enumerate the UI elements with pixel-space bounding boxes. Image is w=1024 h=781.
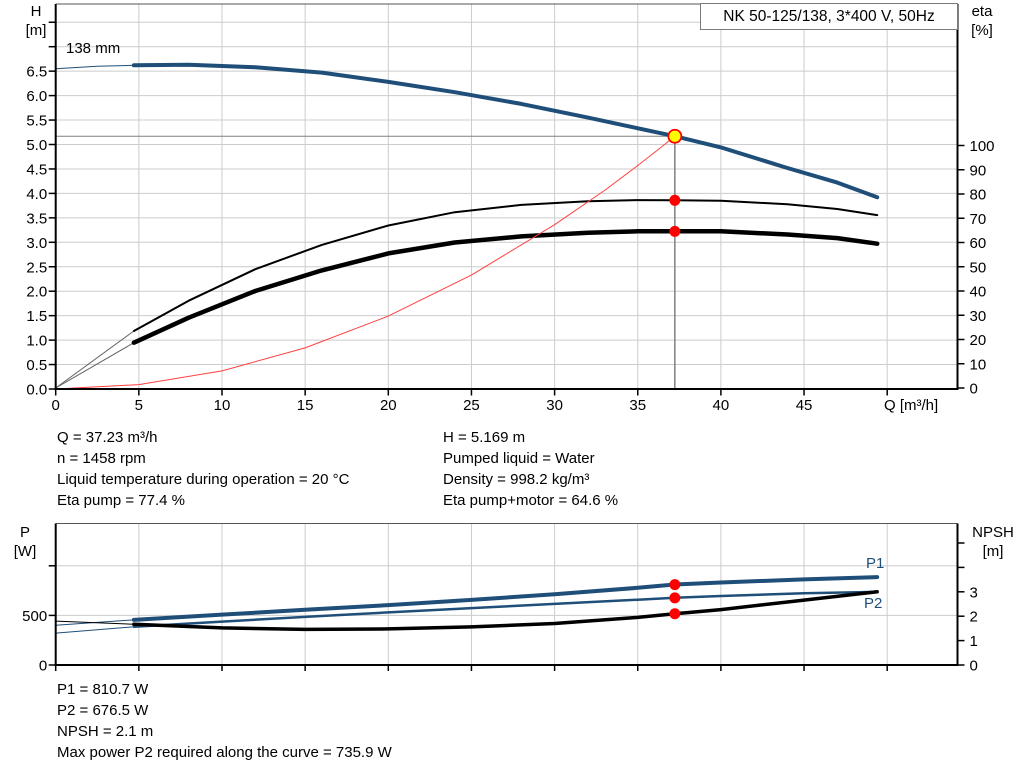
tick-label: 500: [22, 608, 47, 625]
duty-point-marker[interactable]: [667, 128, 683, 144]
result-max-power: Max power P2 required along the curve = …: [57, 744, 392, 761]
eta-pump-motor-curve: [131, 229, 880, 345]
p-axis-title-symbol: P: [19, 524, 30, 541]
tick-label: 50: [970, 259, 987, 276]
p-axis-title-unit: [W]: [13, 543, 37, 560]
result-npsh: NPSH = 2.1 m: [57, 723, 154, 740]
p1-duty-dot: [669, 579, 681, 591]
duty-info-right-column: H = 5.169 m Pumped liquid = Water Densit…: [443, 427, 618, 511]
impeller-diameter-label: 138 mm: [66, 40, 121, 57]
q-axis-title: Q [m³/h]: [884, 397, 939, 414]
tick-label: 40: [970, 284, 987, 301]
tick-label: 10: [214, 397, 231, 414]
tick-label: 3.5: [26, 210, 47, 227]
tick-label: 2.0: [26, 284, 47, 301]
h-axis-title-unit: [m]: [25, 22, 47, 39]
tick-label: 6.5: [26, 64, 47, 81]
tick-label: 35: [629, 397, 646, 414]
npsh-axis-title: NPSH [m]: [964, 523, 1022, 561]
tick-label: 40: [713, 397, 730, 414]
tick-label: 30: [546, 397, 563, 414]
duty-info-left-column: Q = 37.23 m³/h n = 1458 rpm Liquid tempe…: [57, 427, 349, 511]
eta-pump-lead: [55, 330, 135, 389]
tick-label: 90: [970, 162, 987, 179]
tick-label: 60: [970, 235, 987, 252]
info-pumped-liquid: Pumped liquid = Water: [443, 450, 595, 467]
tick-label: 30: [970, 308, 987, 325]
tick-label: 20: [970, 332, 987, 349]
tick-label: 1.0: [26, 333, 47, 350]
eta-pump-motor-duty-dot: [669, 225, 681, 237]
tick-label: 1.5: [26, 308, 47, 325]
p1-curve-label: P1: [866, 555, 885, 572]
info-liquid-temperature: Liquid temperature during operation = 20…: [57, 471, 350, 488]
p2-duty-dot: [669, 592, 681, 604]
info-speed: n = 1458 rpm: [57, 450, 146, 467]
npsh-axis-title-symbol: NPSH: [972, 524, 1014, 541]
tick-label: 70: [970, 211, 987, 228]
tick-label: 20: [380, 397, 397, 414]
tick-label: 15: [297, 397, 314, 414]
p-axis-title: P [W]: [5, 523, 45, 561]
tick-label: 5: [135, 397, 143, 414]
tick-label: 10: [970, 356, 987, 373]
info-density: Density = 998.2 kg/m³: [443, 471, 590, 488]
eta-pump-duty-dot: [669, 194, 681, 206]
eta-axis-title: eta [%]: [960, 2, 1004, 40]
info-eta-pump: Eta pump = 77.4 %: [57, 492, 185, 509]
tick-label: 3.0: [26, 235, 47, 252]
tick-label: 2: [970, 609, 978, 626]
p1-curve: [131, 575, 880, 622]
result-p1: P1 = 810.7 W: [57, 681, 149, 698]
head-curve-lead: [55, 64, 135, 70]
tick-label: 0: [52, 397, 60, 414]
tick-label: 5.5: [26, 113, 47, 130]
eta-axis-title-unit: [%]: [971, 22, 993, 39]
result-p2: P2 = 676.5 W: [57, 702, 149, 719]
tick-label: 100: [970, 138, 995, 155]
tick-label: 0: [970, 658, 978, 675]
tick-label: 0: [39, 658, 47, 675]
npsh-curve: [132, 590, 879, 632]
info-eta-pump-motor: Eta pump+motor = 64.6 %: [443, 492, 619, 509]
eta-axis-title-symbol: eta: [971, 3, 993, 20]
tick-label: 6.0: [26, 88, 47, 105]
h-axis-title: H [m]: [16, 2, 56, 40]
h-axis-title-symbol: H: [30, 3, 42, 20]
tick-label: 0: [970, 381, 978, 398]
tick-label: 80: [970, 187, 987, 204]
tick-label: 25: [463, 397, 480, 414]
p2-curve-lead: [55, 626, 135, 634]
p2-curve-label: P2: [864, 595, 883, 612]
eta-pump-motor-lead: [55, 342, 135, 389]
tick-label: 4.5: [26, 161, 47, 178]
npsh-duty-dot: [669, 608, 681, 620]
results-block: P1 = 810.7 W P2 = 676.5 W NPSH = 2.1 m M…: [57, 679, 392, 763]
system-curve: [55, 135, 676, 390]
tick-label: 45: [796, 397, 813, 414]
tick-label: 4.0: [26, 186, 47, 203]
p2-curve: [132, 590, 879, 629]
head-curve-138mm: [131, 62, 880, 200]
tick-label: 3: [970, 584, 978, 601]
npsh-curve-lead: [55, 620, 135, 625]
tick-label: 0.5: [26, 357, 47, 374]
tick-label: 2.5: [26, 259, 47, 276]
npsh-axis-title-unit: [m]: [982, 543, 1004, 560]
pump-title-box: NK 50-125/138, 3*400 V, 50Hz: [700, 3, 958, 30]
info-head: H = 5.169 m: [443, 429, 526, 446]
tick-label: 0.0: [26, 382, 47, 399]
eta-pump-curve: [132, 199, 879, 332]
info-flow: Q = 37.23 m³/h: [57, 429, 158, 446]
tick-label: 1: [970, 633, 978, 650]
tick-label: 5.0: [26, 137, 47, 154]
